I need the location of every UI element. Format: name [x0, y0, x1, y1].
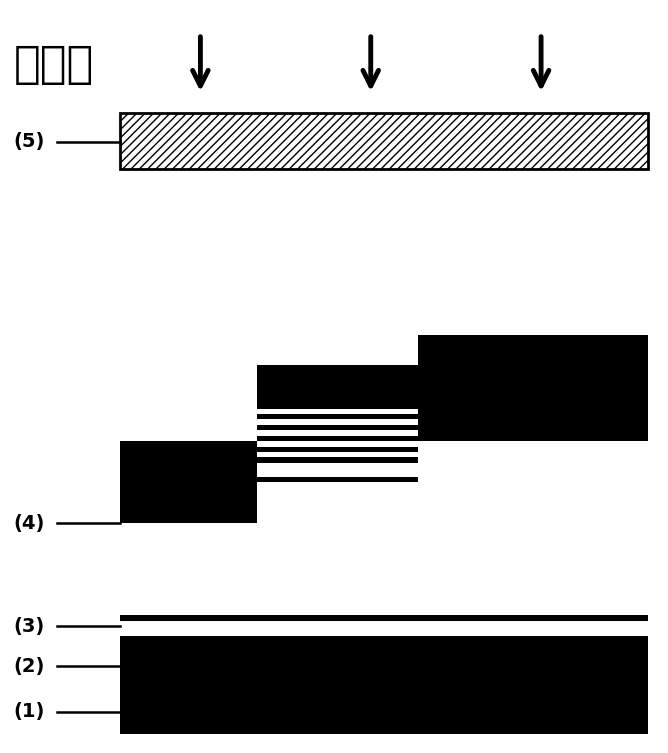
- Bar: [257, 419, 418, 425]
- Text: (5): (5): [13, 132, 45, 151]
- Text: 入射光: 入射光: [13, 42, 94, 86]
- Bar: [418, 441, 648, 615]
- Bar: [120, 113, 648, 169]
- Bar: [257, 365, 418, 403]
- Bar: [257, 430, 418, 435]
- Bar: [120, 523, 257, 615]
- Text: (4): (4): [13, 514, 45, 533]
- Bar: [257, 452, 418, 458]
- Bar: [120, 441, 257, 523]
- Bar: [120, 621, 648, 636]
- Bar: [257, 463, 418, 477]
- Bar: [257, 408, 418, 414]
- Bar: [120, 615, 648, 621]
- Text: (1): (1): [13, 702, 45, 721]
- Text: (3): (3): [13, 617, 45, 636]
- Bar: [257, 477, 418, 482]
- Text: (2): (2): [13, 657, 45, 676]
- Bar: [257, 441, 418, 447]
- Bar: [257, 482, 418, 615]
- Bar: [418, 335, 648, 441]
- Bar: [257, 403, 418, 463]
- Bar: [120, 636, 648, 734]
